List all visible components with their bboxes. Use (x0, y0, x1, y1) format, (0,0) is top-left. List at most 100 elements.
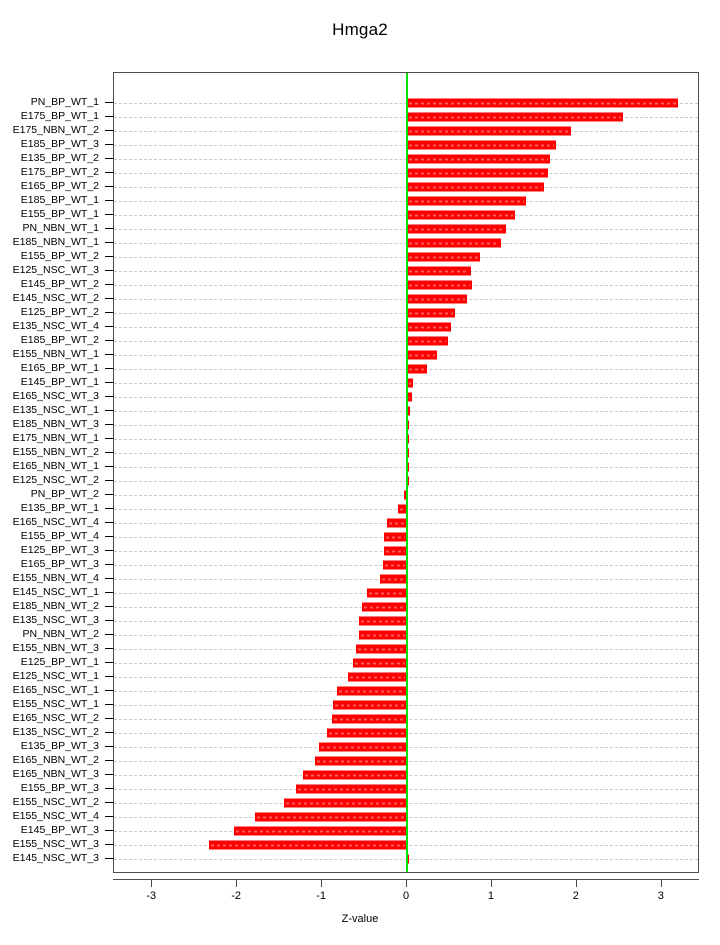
y-axis-label: E155_NSC_WT_2 (12, 796, 99, 808)
y-axis-label: E165_NSC_WT_4 (12, 516, 99, 528)
x-axis-tick-label: 3 (657, 890, 664, 902)
bar[interactable] (348, 672, 407, 682)
bar[interactable] (407, 252, 481, 262)
y-axis-tick (105, 494, 113, 495)
bar[interactable] (361, 602, 407, 612)
y-axis-tick (105, 536, 113, 537)
bar[interactable] (333, 700, 407, 710)
bar[interactable] (407, 308, 455, 318)
bar[interactable] (407, 154, 550, 164)
bar[interactable] (407, 322, 452, 332)
bar[interactable] (383, 560, 407, 570)
bar[interactable] (358, 630, 407, 640)
bar[interactable] (315, 756, 407, 766)
bar[interactable] (407, 112, 623, 122)
bar[interactable] (387, 518, 407, 528)
y-axis-tick (105, 718, 113, 719)
y-axis-label: E125_NSC_WT_1 (12, 670, 99, 682)
y-axis-label: E175_NBN_WT_1 (12, 432, 99, 444)
bar[interactable] (407, 280, 472, 290)
y-axis-label: E155_NSC_WT_4 (12, 810, 99, 822)
y-axis-label: E145_NSC_WT_1 (12, 586, 99, 598)
y-axis-tick (105, 844, 113, 845)
bar[interactable] (407, 350, 437, 360)
y-axis-label: E125_NSC_WT_2 (12, 474, 99, 486)
bar[interactable] (407, 336, 448, 346)
bar[interactable] (332, 714, 407, 724)
bar[interactable] (302, 770, 407, 780)
bar[interactable] (407, 168, 548, 178)
y-axis-label: E135_BP_WT_1 (20, 502, 99, 514)
bar[interactable] (407, 210, 515, 220)
y-axis-tick (105, 200, 113, 201)
x-axis-tick-label: -3 (146, 890, 157, 902)
bar[interactable] (407, 196, 526, 206)
bar[interactable] (407, 140, 556, 150)
bar[interactable] (359, 616, 407, 626)
x-axis-tick (321, 879, 323, 887)
y-axis-tick (105, 270, 113, 271)
bar[interactable] (356, 644, 407, 654)
bar[interactable] (384, 532, 407, 542)
bar[interactable] (337, 686, 407, 696)
bar[interactable] (209, 840, 407, 850)
y-axis-label: E135_BP_WT_2 (20, 152, 99, 164)
bar[interactable] (407, 364, 427, 374)
bar[interactable] (283, 798, 407, 808)
y-axis-label: PN_BP_WT_2 (30, 488, 99, 500)
bar[interactable] (254, 812, 407, 822)
y-axis-label: E155_NSC_WT_1 (12, 698, 99, 710)
bar[interactable] (407, 98, 678, 108)
y-axis-tick (105, 452, 113, 453)
y-axis-tick (105, 256, 113, 257)
y-axis-label: E125_BP_WT_3 (20, 544, 99, 556)
y-axis-tick (105, 242, 113, 243)
bar[interactable] (384, 546, 407, 556)
y-axis-label: E145_NSC_WT_2 (12, 292, 99, 304)
y-axis-tick (105, 410, 113, 411)
x-axis-tick (236, 879, 238, 887)
y-axis-label: E135_NSC_WT_3 (12, 614, 99, 626)
bar[interactable] (295, 784, 407, 794)
bar[interactable] (407, 294, 468, 304)
x-axis-tick (575, 879, 577, 887)
bar[interactable] (407, 238, 502, 248)
y-axis-tick (105, 578, 113, 579)
y-axis-label: E165_NBN_WT_2 (12, 754, 99, 766)
y-axis-label: E155_BP_WT_3 (20, 782, 99, 794)
y-axis-tick (105, 228, 113, 229)
bar[interactable] (353, 658, 407, 668)
y-axis-tick (105, 620, 113, 621)
bar[interactable] (407, 126, 571, 136)
y-axis-tick (105, 550, 113, 551)
y-axis-label: E155_NBN_WT_4 (12, 572, 99, 584)
y-axis-tick (105, 116, 113, 117)
y-axis-label: E175_NBN_WT_2 (12, 124, 99, 136)
y-axis-label: E125_BP_WT_1 (20, 656, 99, 668)
bar[interactable] (367, 588, 407, 598)
zero-reference-line (406, 73, 408, 872)
bar[interactable] (407, 182, 544, 192)
bar[interactable] (379, 574, 407, 584)
y-axis-tick (105, 634, 113, 635)
bar[interactable] (407, 266, 471, 276)
y-axis-tick (105, 466, 113, 467)
y-axis-tick (105, 564, 113, 565)
y-axis-label: E165_NBN_WT_3 (12, 768, 99, 780)
y-axis-label: E135_NSC_WT_2 (12, 726, 99, 738)
y-axis-tick (105, 760, 113, 761)
bar[interactable] (407, 224, 506, 234)
y-axis-label: E185_NBN_WT_3 (12, 418, 99, 430)
y-axis-tick (105, 438, 113, 439)
y-axis-tick (105, 326, 113, 327)
x-axis-tick (406, 879, 407, 887)
y-axis-tick (105, 522, 113, 523)
bar[interactable] (318, 742, 407, 752)
y-axis-label: E125_BP_WT_2 (20, 306, 99, 318)
y-axis-tick (105, 704, 113, 705)
bar[interactable] (233, 826, 407, 836)
y-axis-tick (105, 340, 113, 341)
x-axis-title: Z-value (341, 913, 379, 925)
bar[interactable] (327, 728, 407, 738)
